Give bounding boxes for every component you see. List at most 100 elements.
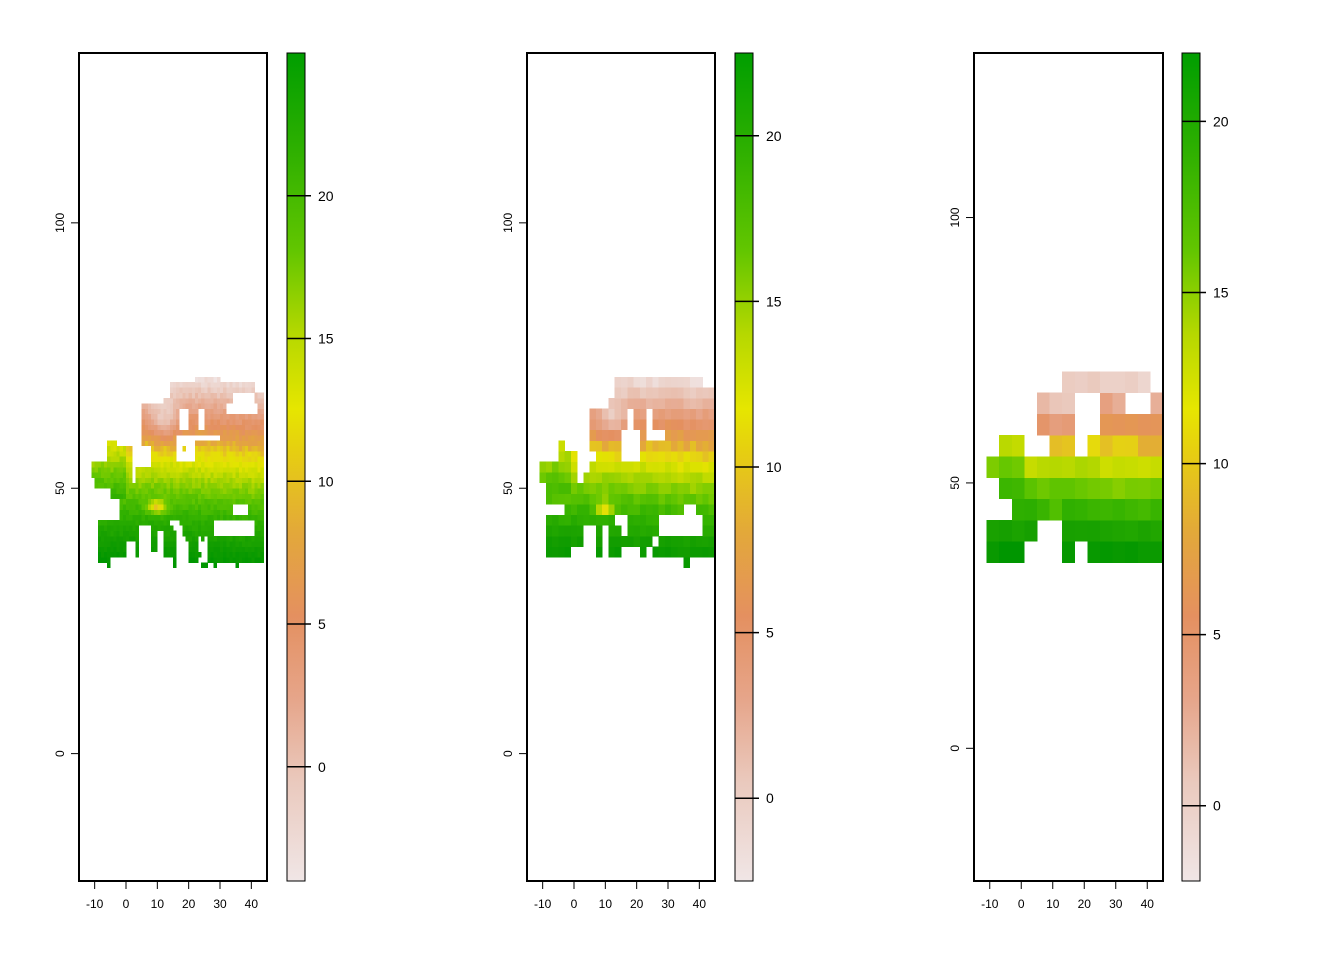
raster-cell bbox=[207, 551, 211, 558]
raster-cell bbox=[257, 445, 262, 452]
raster-cell bbox=[608, 493, 616, 505]
raster-cell bbox=[216, 382, 221, 388]
raster-cell bbox=[210, 392, 215, 399]
raster-cell bbox=[552, 525, 559, 537]
raster-cell bbox=[113, 440, 117, 447]
raster-cell bbox=[633, 504, 641, 516]
raster-cell bbox=[639, 493, 647, 505]
raster-cell bbox=[238, 493, 243, 500]
raster-cell bbox=[107, 461, 111, 468]
raster-cell bbox=[220, 424, 224, 431]
legend-tick-label: 5 bbox=[766, 625, 774, 641]
raster-cell bbox=[608, 398, 616, 409]
raster-cell bbox=[138, 467, 142, 473]
raster-cell bbox=[151, 525, 155, 531]
raster-cell bbox=[583, 472, 590, 484]
raster-cell bbox=[216, 387, 221, 393]
raster-cell bbox=[216, 514, 221, 521]
raster-cell bbox=[194, 493, 199, 500]
raster-cell bbox=[151, 456, 155, 462]
raster-cell bbox=[1037, 413, 1050, 436]
raster-cell bbox=[138, 504, 142, 510]
raster-cell bbox=[235, 536, 240, 542]
raster-cell bbox=[1100, 371, 1113, 393]
raster-cell bbox=[223, 493, 227, 500]
raster-cell bbox=[696, 451, 703, 462]
raster-cell bbox=[235, 514, 240, 521]
raster-cell bbox=[198, 382, 202, 388]
raster-cell bbox=[198, 509, 202, 516]
raster-cell bbox=[248, 387, 252, 393]
y-tick-label: 50 bbox=[948, 476, 962, 490]
raster-cell bbox=[708, 387, 716, 399]
raster-cell bbox=[248, 435, 252, 441]
raster-cell bbox=[226, 498, 230, 505]
raster-cell bbox=[1150, 456, 1164, 478]
raster-cell bbox=[157, 482, 161, 489]
raster-cell bbox=[173, 451, 177, 457]
raster-cell bbox=[235, 456, 240, 462]
raster-cell bbox=[100, 541, 105, 547]
raster-cell bbox=[104, 477, 108, 484]
raster-cell bbox=[254, 440, 258, 447]
raster-cell bbox=[126, 530, 130, 537]
raster-cell bbox=[188, 525, 193, 531]
raster-cell bbox=[232, 424, 236, 431]
raster-cell bbox=[216, 482, 221, 489]
raster-cell bbox=[151, 493, 155, 500]
raster-cell bbox=[104, 482, 108, 489]
raster-cell bbox=[238, 445, 243, 452]
raster-cell bbox=[160, 525, 164, 531]
raster-cell bbox=[229, 413, 233, 420]
raster-cell bbox=[220, 477, 224, 484]
raster-cell bbox=[260, 445, 265, 452]
raster-cell bbox=[100, 472, 105, 478]
raster-cell bbox=[188, 419, 193, 425]
raster-cell bbox=[110, 456, 114, 462]
raster-cell bbox=[226, 392, 230, 399]
raster-cell bbox=[652, 493, 659, 505]
raster-cell bbox=[213, 451, 218, 457]
raster-cell bbox=[163, 509, 168, 516]
raster-cell bbox=[110, 530, 114, 537]
raster-cell bbox=[194, 546, 199, 553]
raster-cell bbox=[235, 498, 240, 505]
raster-cell bbox=[229, 498, 233, 505]
raster-cell bbox=[194, 530, 199, 537]
raster-cell bbox=[126, 493, 130, 500]
raster-cell bbox=[194, 514, 199, 521]
raster-cell bbox=[157, 520, 161, 526]
raster-cell bbox=[564, 482, 572, 494]
raster-cell bbox=[213, 392, 218, 399]
raster-cell bbox=[1087, 520, 1101, 542]
raster-cell bbox=[1037, 392, 1050, 415]
raster-cell bbox=[238, 477, 243, 484]
raster-cell bbox=[229, 456, 233, 462]
raster-cell bbox=[235, 488, 240, 494]
raster-cell bbox=[254, 456, 258, 462]
raster-cell bbox=[1087, 477, 1101, 500]
raster-cell bbox=[191, 498, 196, 505]
raster-cell bbox=[194, 557, 199, 563]
raster-cell bbox=[141, 504, 146, 510]
raster-cell bbox=[1112, 520, 1126, 542]
raster-cell bbox=[220, 382, 224, 388]
raster-cell bbox=[238, 429, 243, 436]
raster-cell bbox=[652, 440, 659, 452]
raster-cell bbox=[173, 392, 177, 399]
raster-cell bbox=[558, 525, 565, 537]
raster-cell bbox=[173, 456, 177, 462]
raster-cell bbox=[235, 472, 240, 478]
raster-cell bbox=[163, 482, 168, 489]
raster-cell bbox=[223, 382, 227, 388]
raster-cell bbox=[238, 451, 243, 457]
raster-cell bbox=[671, 429, 678, 441]
raster-cell bbox=[97, 551, 102, 558]
raster-cell bbox=[216, 551, 221, 558]
raster-cell bbox=[248, 382, 252, 388]
raster-cell bbox=[122, 488, 127, 494]
raster-cell bbox=[671, 482, 678, 494]
raster-cell bbox=[188, 557, 193, 563]
raster-cell bbox=[216, 509, 221, 516]
raster-cell bbox=[198, 482, 202, 489]
